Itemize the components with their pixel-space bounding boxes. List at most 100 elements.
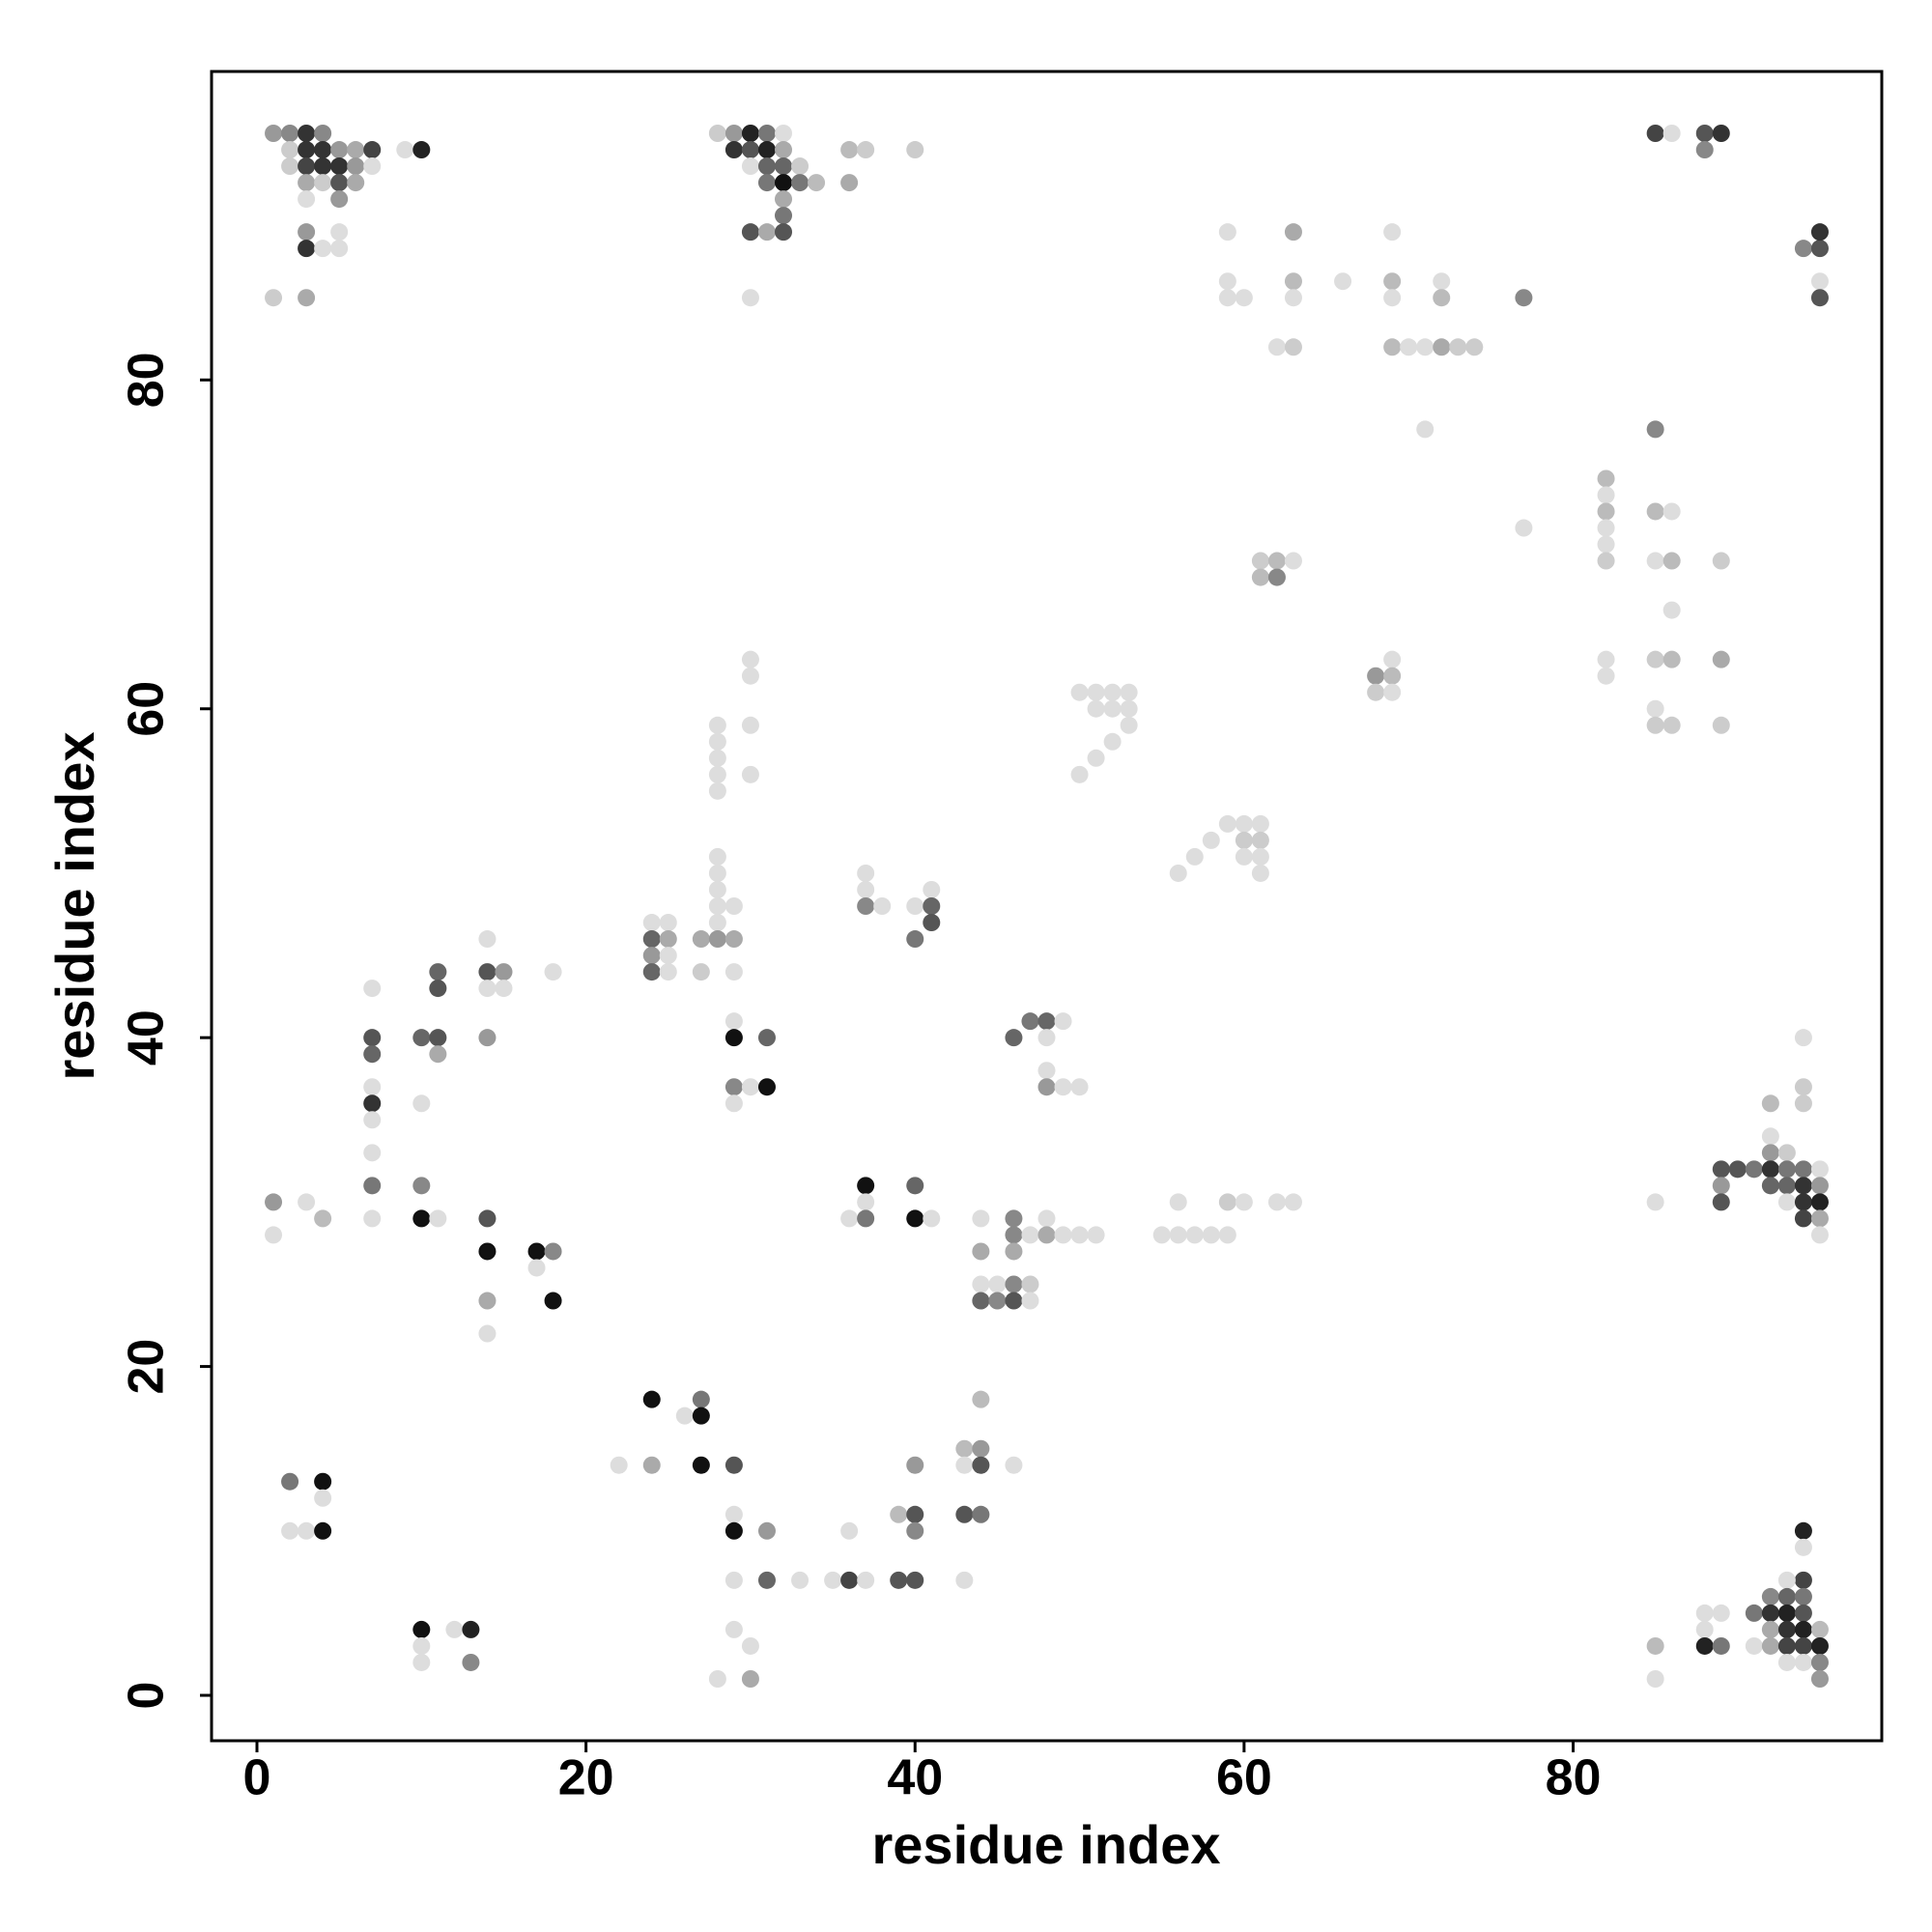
point: [988, 1275, 1007, 1293]
point: [724, 1505, 743, 1523]
point: [1284, 552, 1302, 570]
point: [298, 190, 316, 209]
point: [478, 1242, 497, 1261]
point: [724, 897, 743, 915]
point: [1120, 699, 1138, 718]
point: [1810, 1193, 1829, 1211]
point: [906, 1521, 924, 1540]
point: [906, 1505, 924, 1523]
point: [330, 174, 349, 192]
point: [1646, 552, 1664, 570]
point: [757, 1521, 776, 1540]
point: [1284, 272, 1302, 291]
point: [873, 897, 892, 915]
point: [1810, 240, 1829, 258]
point: [1794, 1078, 1812, 1096]
point: [642, 1456, 661, 1474]
point: [1037, 1012, 1056, 1031]
point: [281, 141, 299, 159]
point: [1646, 650, 1664, 668]
point: [314, 174, 332, 192]
point: [1810, 1160, 1829, 1179]
point: [741, 1636, 759, 1655]
point: [478, 1292, 497, 1310]
point: [396, 141, 414, 159]
point: [708, 897, 726, 915]
point: [412, 1029, 431, 1047]
point: [265, 289, 283, 307]
point: [610, 1456, 628, 1474]
point: [1745, 1160, 1763, 1179]
point: [724, 1029, 743, 1047]
point: [1267, 338, 1286, 356]
point: [1597, 469, 1615, 488]
y-tick-label: 20: [119, 1339, 175, 1395]
point: [840, 141, 859, 159]
point: [363, 980, 382, 998]
point: [363, 141, 382, 159]
point: [1383, 683, 1402, 701]
point: [1810, 1636, 1829, 1655]
point: [906, 930, 924, 949]
point: [1218, 1226, 1236, 1244]
point: [724, 1456, 743, 1474]
point: [659, 914, 677, 932]
point: [840, 174, 859, 192]
point: [265, 1193, 283, 1211]
x-tick-label: 20: [558, 1750, 614, 1806]
point: [1169, 1226, 1187, 1244]
point: [1712, 1160, 1730, 1179]
point: [857, 1193, 875, 1211]
point: [1235, 289, 1253, 307]
point: [445, 1620, 464, 1638]
point: [1695, 125, 1714, 142]
point: [298, 157, 316, 176]
point: [692, 1406, 710, 1425]
point: [1383, 289, 1402, 307]
point: [314, 157, 332, 176]
point: [692, 930, 710, 949]
point: [527, 1259, 546, 1277]
point: [478, 930, 497, 949]
point: [741, 157, 759, 176]
point: [363, 157, 382, 176]
point: [1103, 699, 1122, 718]
point: [1218, 272, 1236, 291]
point: [972, 1242, 990, 1261]
point: [1251, 847, 1269, 866]
point: [330, 223, 349, 242]
point: [708, 732, 726, 751]
point: [1646, 125, 1664, 142]
point: [298, 1193, 316, 1211]
point: [363, 1045, 382, 1064]
point: [1037, 1062, 1056, 1080]
point: [757, 223, 776, 242]
point: [298, 223, 316, 242]
point: [281, 1472, 299, 1491]
point: [741, 125, 759, 142]
point: [478, 1324, 497, 1343]
point: [708, 765, 726, 783]
point: [1794, 1604, 1812, 1622]
point: [1646, 716, 1664, 734]
point: [1251, 568, 1269, 586]
point: [1070, 1078, 1089, 1096]
point: [1794, 1209, 1812, 1228]
point: [708, 125, 726, 142]
point: [906, 1456, 924, 1474]
point: [923, 880, 941, 898]
point: [642, 1390, 661, 1408]
point: [675, 1406, 694, 1425]
point: [314, 1209, 332, 1228]
point: [1662, 650, 1681, 668]
point: [1761, 1587, 1779, 1605]
point: [347, 157, 365, 176]
point: [265, 125, 283, 142]
point: [1712, 552, 1730, 570]
point: [708, 716, 726, 734]
point: [1597, 502, 1615, 521]
point: [1761, 1094, 1779, 1113]
point: [1597, 650, 1615, 668]
point: [1646, 1636, 1664, 1655]
